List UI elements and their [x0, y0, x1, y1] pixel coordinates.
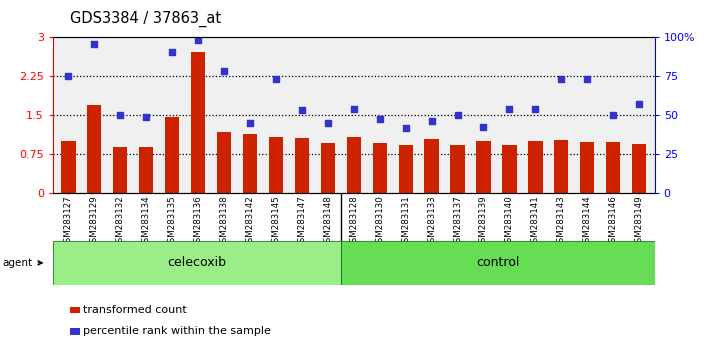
Bar	[477, 141, 491, 193]
Text: GSM283128: GSM283128	[349, 195, 358, 248]
Text: GDS3384 / 37863_at: GDS3384 / 37863_at	[70, 11, 222, 27]
Bar	[87, 105, 101, 193]
Text: GSM283146: GSM283146	[609, 195, 617, 248]
Point	[555, 76, 567, 81]
Bar	[580, 142, 594, 193]
Text: GSM283130: GSM283130	[375, 195, 384, 248]
Text: GSM283149: GSM283149	[634, 195, 643, 248]
Bar	[269, 137, 283, 193]
Point	[348, 106, 360, 112]
Text: GSM283144: GSM283144	[583, 195, 592, 248]
Point	[634, 101, 645, 107]
Bar	[165, 116, 180, 193]
Text: GSM283132: GSM283132	[115, 195, 125, 248]
Text: celecoxib: celecoxib	[168, 256, 226, 269]
Point	[452, 112, 463, 118]
Point	[141, 114, 152, 119]
Point	[244, 120, 256, 126]
Text: GSM283148: GSM283148	[323, 195, 332, 248]
Point	[89, 41, 100, 47]
Text: GSM283131: GSM283131	[401, 195, 410, 248]
Bar	[398, 145, 413, 193]
Bar	[606, 142, 620, 193]
Text: GSM283129: GSM283129	[90, 195, 99, 248]
Point	[504, 106, 515, 112]
Point	[296, 107, 308, 113]
Point	[400, 125, 411, 131]
Bar	[632, 144, 646, 193]
Bar	[341, 241, 655, 285]
Text: GSM283140: GSM283140	[505, 195, 514, 248]
Text: GSM283143: GSM283143	[557, 195, 566, 248]
Text: control: control	[476, 256, 520, 269]
Bar	[321, 143, 335, 193]
Text: GSM283142: GSM283142	[246, 195, 254, 248]
Text: agent: agent	[3, 258, 42, 268]
Text: GSM283136: GSM283136	[194, 195, 203, 248]
Bar	[53, 241, 341, 285]
Text: transformed count: transformed count	[83, 305, 187, 315]
Text: GSM283141: GSM283141	[531, 195, 540, 248]
Point	[167, 49, 178, 55]
Bar	[217, 132, 231, 193]
Point	[192, 37, 203, 42]
Point	[582, 76, 593, 81]
Point	[374, 116, 385, 121]
Text: GSM283137: GSM283137	[453, 195, 462, 248]
Point	[529, 106, 541, 112]
Bar	[113, 147, 127, 193]
Text: GSM283145: GSM283145	[272, 195, 280, 248]
Point	[322, 120, 334, 126]
Point	[218, 68, 230, 74]
Point	[270, 76, 282, 81]
Bar	[528, 141, 543, 193]
Bar	[372, 143, 386, 193]
Text: GSM283134: GSM283134	[142, 195, 151, 248]
Point	[426, 119, 437, 124]
Point	[478, 124, 489, 130]
Bar	[451, 145, 465, 193]
Point	[608, 112, 619, 118]
Bar	[243, 134, 257, 193]
Bar	[346, 137, 361, 193]
Bar	[425, 139, 439, 193]
Text: GSM283139: GSM283139	[479, 195, 488, 248]
Bar	[139, 147, 153, 193]
Text: GSM283133: GSM283133	[427, 195, 436, 248]
Bar	[554, 140, 568, 193]
Bar	[295, 138, 309, 193]
Bar	[502, 145, 517, 193]
Text: GSM283147: GSM283147	[297, 195, 306, 248]
Text: GSM283135: GSM283135	[168, 195, 177, 248]
Text: GSM283127: GSM283127	[64, 195, 73, 248]
Text: percentile rank within the sample: percentile rank within the sample	[83, 326, 271, 336]
Bar	[61, 141, 75, 193]
Bar	[191, 52, 206, 193]
Point	[63, 73, 74, 79]
Text: GSM283138: GSM283138	[220, 195, 229, 248]
Point	[115, 112, 126, 118]
